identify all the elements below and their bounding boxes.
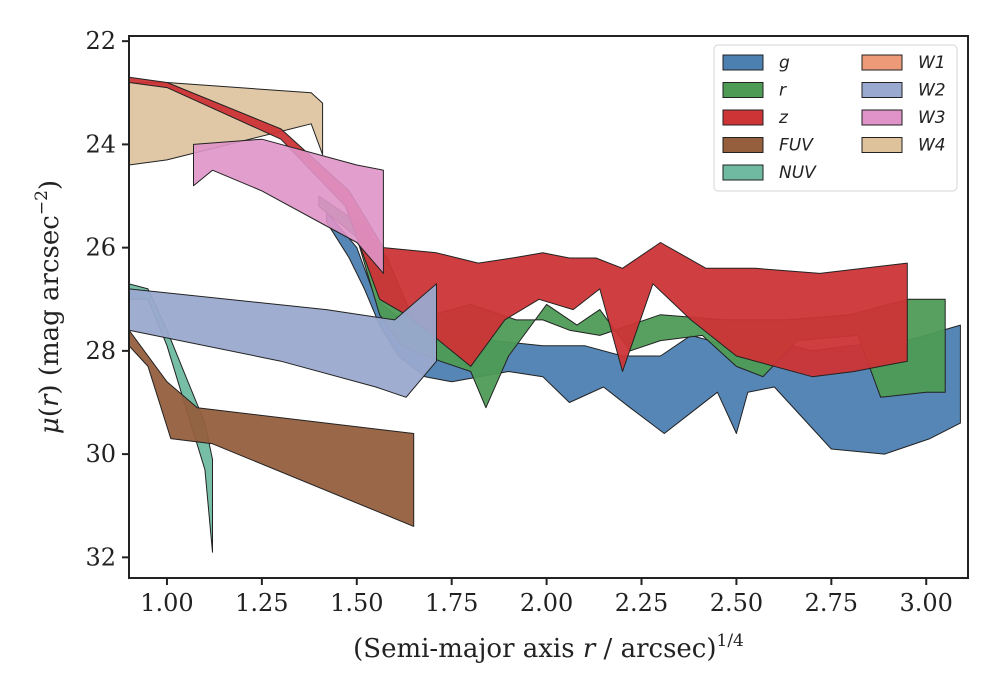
legend-swatch-g	[722, 54, 764, 71]
legend-label-nuv: NUV	[779, 163, 817, 183]
x-tick-label: 1.00	[140, 589, 193, 617]
band-g	[325, 211, 961, 455]
legend-label-w2: W2	[918, 81, 946, 101]
x-tick-label: 3.00	[900, 589, 953, 617]
series-bands	[129, 76, 961, 553]
x-tick-label: 2.00	[520, 589, 573, 617]
x-axis: 1.00 1.25 1.50 1.75 2.00 2.25 2.50 2.75 3.00	[140, 578, 953, 617]
y-tick-label: 28	[85, 337, 116, 365]
legend-label-z: z	[778, 108, 789, 128]
legend-swatch-z	[722, 109, 764, 126]
legend-label-w3: W3	[918, 108, 946, 128]
legend-label-r: r	[779, 81, 787, 101]
y-tick-label: 26	[85, 234, 116, 262]
legend-swatch-nuv	[722, 164, 764, 181]
legend-swatch-w1	[861, 54, 903, 71]
legend-swatch-r	[722, 82, 764, 98]
band-w4	[129, 82, 324, 166]
y-tick-label: 32	[85, 543, 116, 571]
x-tick-label: 1.25	[235, 589, 288, 617]
x-tick-label: 1.50	[330, 589, 383, 617]
legend-label-fuv: FUV	[779, 136, 814, 156]
legend-swatch-fuv	[722, 137, 764, 153]
band-w3	[193, 138, 384, 274]
legend-swatch-w4	[861, 137, 903, 153]
x-tick-label: 2.75	[805, 589, 858, 617]
x-axis-label: (Semi-major axis r / arcsec)1/4	[353, 631, 744, 664]
legend-label-g: g	[779, 53, 790, 73]
legend: grz FUV NUV W1 W2 W3 W4	[713, 44, 958, 192]
legend-swatch-w3	[861, 109, 903, 126]
y-axis: 22 24 26 28 30 32	[85, 27, 129, 571]
y-tick-label: 30	[85, 440, 116, 468]
x-tick-label: 2.25	[615, 589, 668, 617]
y-tick-label: 24	[85, 130, 116, 158]
legend-label-w1: W1	[918, 53, 946, 73]
plot-frame	[128, 35, 969, 579]
legend-box	[713, 44, 958, 192]
y-tick-label: 22	[85, 27, 116, 55]
legend-swatch-w2	[861, 82, 903, 98]
x-tick-label: 2.50	[710, 589, 763, 617]
band-fuv	[129, 329, 415, 527]
band-w2	[129, 283, 437, 398]
legend-label-w4: W4	[918, 136, 946, 156]
y-axis-label: μ(r) (mag arcsec−2)	[32, 180, 65, 434]
x-tick-label: 1.75	[425, 589, 478, 617]
